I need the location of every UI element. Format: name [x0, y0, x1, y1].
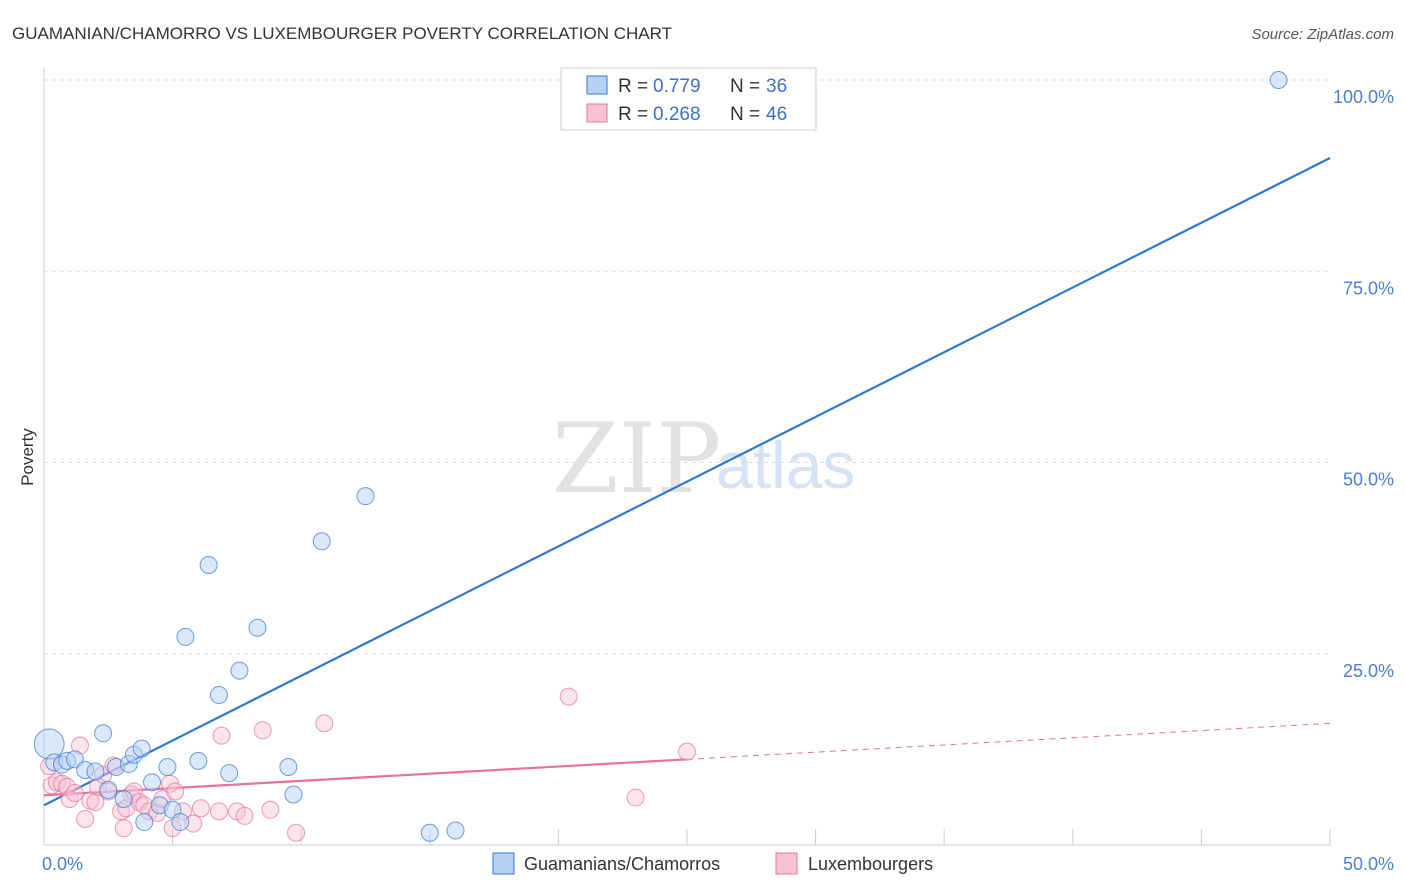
luxembourgers-point — [60, 790, 79, 809]
bottom-legend-swatch-blue — [492, 852, 515, 875]
bottom-legend-label-guamanians: Guamanians/Chamorros — [524, 854, 720, 874]
luxembourgers-point — [253, 721, 272, 740]
guamanians-point — [220, 764, 239, 783]
luxembourgers-point — [235, 806, 254, 825]
guamanians-point — [446, 821, 465, 840]
bottom-legend-label-luxembourgers: Luxembourgers — [808, 854, 933, 874]
luxembourgers-point — [76, 809, 95, 828]
guamanians-point — [420, 823, 439, 842]
luxembourgers-point — [261, 800, 280, 819]
bottom-legend-swatch-pink — [775, 852, 798, 875]
legend-n-label-1: N = — [730, 76, 760, 97]
guamanians-point — [1269, 71, 1288, 89]
legend: R = 0.779 N = 36 R = 0.268 N = 46 — [560, 67, 817, 131]
bottom-legend: Guamanians/Chamorros Luxembourgers — [492, 852, 933, 875]
grid-layer — [44, 79, 1330, 655]
legend-r-value-1: 0.779 — [653, 76, 701, 97]
x-tick-label: 50.0% — [1343, 854, 1394, 874]
axis-layer — [43, 68, 1331, 846]
guamanians-point — [176, 627, 195, 646]
luxembourgers-point — [166, 782, 185, 801]
legend-r-label-1: R = — [618, 76, 648, 97]
luxembourgers-point — [86, 793, 105, 812]
guamanians-point — [158, 757, 177, 776]
guamanians-trend-line — [43, 157, 1331, 807]
luxembourgers-point — [209, 802, 228, 821]
legend-n-value-2: 46 — [766, 104, 787, 125]
luxembourgers-point — [114, 819, 133, 838]
guamanians-point — [171, 813, 190, 832]
guamanians-point — [99, 780, 118, 799]
luxembourgers-point — [53, 774, 72, 793]
guamanians-point — [284, 785, 303, 804]
luxembourgers-trend-extension — [686, 722, 1331, 760]
x-tick-label: 0.0% — [42, 854, 83, 874]
points-layer — [33, 71, 1288, 842]
legend-r-value-2: 0.268 — [653, 104, 701, 125]
y-axis-label: Poverty — [18, 428, 37, 486]
watermark-atlas: atlas — [716, 428, 855, 502]
legend-n-value-1: 36 — [766, 76, 787, 97]
y-tick-label: 100.0% — [1333, 87, 1394, 107]
source-label: Source: ZipAtlas.com — [1251, 26, 1394, 43]
luxembourgers-point — [65, 783, 84, 802]
legend-swatch-blue — [586, 75, 608, 95]
y-tick-label: 50.0% — [1343, 470, 1394, 490]
luxembourgers-point — [191, 799, 210, 818]
guamanians-point — [356, 487, 375, 506]
guamanians-point — [248, 618, 267, 637]
guamanians-point — [143, 773, 162, 792]
luxembourgers-point — [678, 742, 696, 761]
ticks-layer: 25.0% 50.0% 75.0% 100.0% 0.0% 50.0% — [42, 87, 1394, 874]
trend-layer — [43, 157, 1331, 807]
guamanians-point — [279, 757, 298, 776]
guamanians-point — [230, 661, 249, 680]
guamanians-point — [135, 813, 154, 832]
luxembourgers-point — [287, 823, 306, 842]
luxembourgers-point — [315, 714, 334, 733]
legend-swatch-pink — [586, 103, 608, 123]
guamanians-point — [312, 532, 331, 551]
guamanians-point — [132, 739, 151, 758]
guamanians-point — [33, 728, 65, 760]
watermark-zip: ZIP — [552, 403, 721, 515]
guamanians-point — [86, 762, 105, 781]
y-tick-label: 75.0% — [1343, 278, 1394, 298]
luxembourgers-point — [559, 687, 578, 706]
y-tick-label: 25.0% — [1343, 661, 1394, 681]
legend-n-label-2: N = — [730, 104, 760, 125]
legend-r-label-2: R = — [618, 104, 648, 125]
luxembourgers-point — [212, 726, 231, 745]
guamanians-point — [189, 751, 208, 770]
guamanians-point — [209, 686, 228, 705]
luxembourgers-point — [626, 788, 645, 807]
guamanians-point — [199, 556, 218, 575]
guamanians-point — [114, 790, 133, 809]
chart-title: GUAMANIAN/CHAMORRO VS LUXEMBOURGER POVER… — [12, 24, 672, 43]
guamanians-point — [94, 724, 113, 743]
